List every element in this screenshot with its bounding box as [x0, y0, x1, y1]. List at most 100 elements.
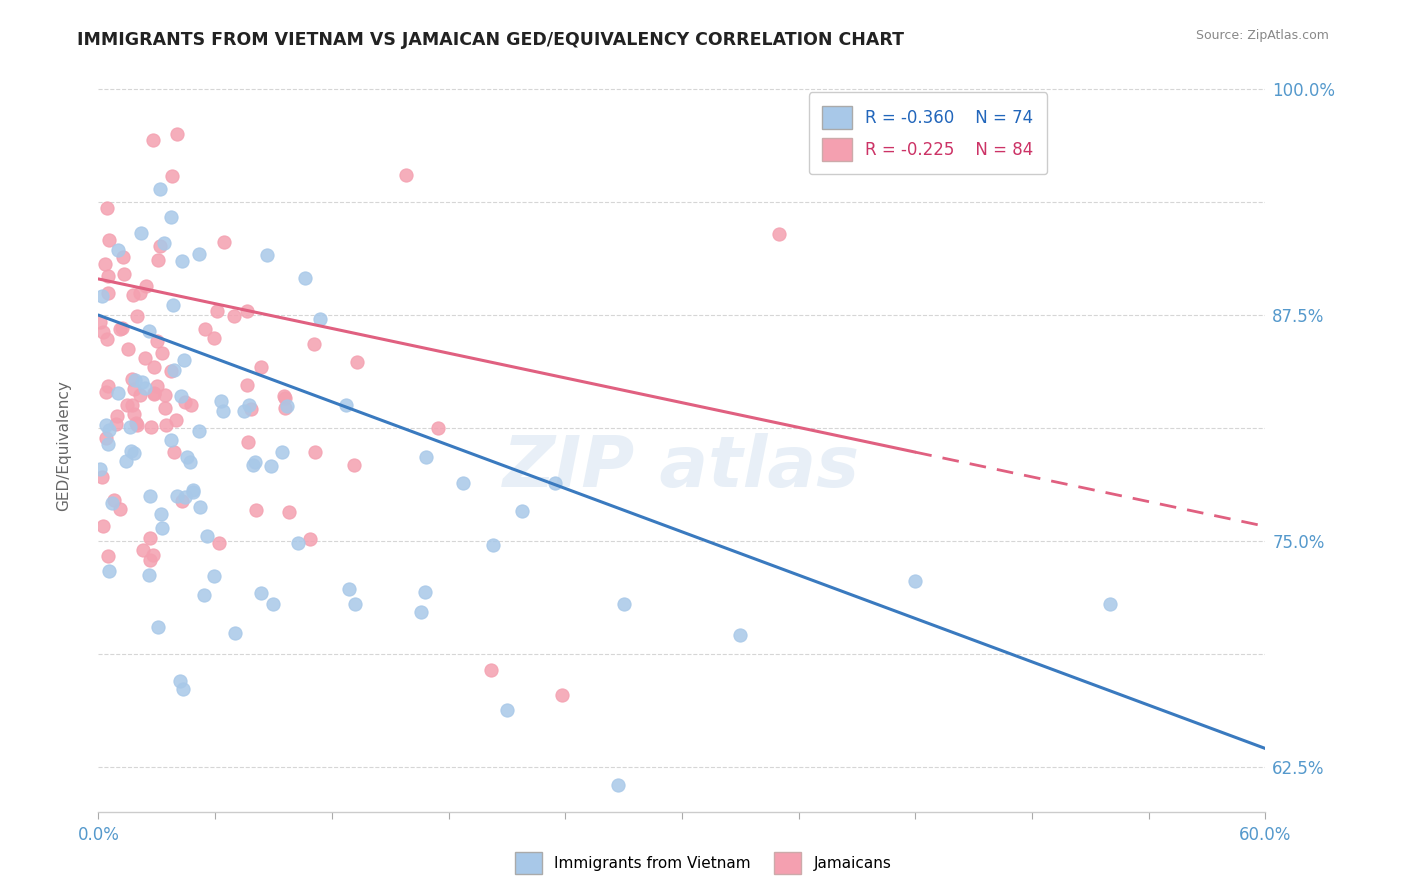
- Point: [132, 543, 155, 558]
- Point: [235, 377, 257, 392]
- Point: [98, 423, 121, 437]
- Point: [298, 533, 321, 547]
- Point: [278, 505, 301, 519]
- Point: [142, 133, 165, 147]
- Point: [904, 574, 927, 588]
- Point: [142, 548, 165, 562]
- Point: [169, 389, 191, 403]
- Point: [166, 489, 188, 503]
- Point: [107, 409, 129, 424]
- Point: [155, 401, 177, 415]
- Text: GED/Equivalency: GED/Equivalency: [56, 381, 70, 511]
- Point: [395, 168, 418, 182]
- Point: [104, 417, 127, 431]
- Point: [243, 455, 266, 469]
- Point: [451, 476, 474, 491]
- Point: [128, 285, 150, 300]
- Point: [150, 521, 173, 535]
- Point: [176, 450, 198, 465]
- Point: [97, 286, 120, 301]
- Point: [94, 417, 117, 432]
- Point: [256, 248, 278, 262]
- Point: [134, 351, 156, 366]
- Point: [188, 247, 211, 261]
- Text: Source: ZipAtlas.com: Source: ZipAtlas.com: [1195, 29, 1329, 42]
- Point: [103, 492, 125, 507]
- Point: [94, 431, 117, 445]
- Point: [482, 538, 505, 552]
- Point: [97, 378, 120, 392]
- Point: [145, 334, 167, 349]
- Legend: R = -0.360    N = 74, R = -0.225    N = 84: R = -0.360 N = 74, R = -0.225 N = 84: [808, 92, 1047, 175]
- Point: [202, 568, 225, 582]
- Point: [273, 389, 295, 403]
- Point: [188, 425, 211, 439]
- Point: [181, 485, 204, 500]
- Point: [337, 582, 360, 596]
- Point: [212, 235, 235, 250]
- Point: [121, 371, 143, 385]
- Point: [96, 202, 118, 216]
- Point: [409, 605, 432, 619]
- Point: [107, 243, 129, 257]
- Point: [271, 445, 294, 459]
- Text: IMMIGRANTS FROM VIETNAM VS JAMAICAN GED/EQUIVALENCY CORRELATION CHART: IMMIGRANTS FROM VIETNAM VS JAMAICAN GED/…: [77, 31, 904, 49]
- Point: [222, 310, 245, 324]
- Point: [107, 385, 129, 400]
- Point: [94, 257, 117, 271]
- Point: [139, 553, 162, 567]
- Point: [173, 395, 195, 409]
- Point: [91, 518, 114, 533]
- Point: [100, 496, 122, 510]
- Point: [426, 421, 449, 435]
- Point: [1098, 597, 1121, 611]
- Point: [262, 598, 284, 612]
- Point: [242, 458, 264, 472]
- Point: [89, 462, 111, 476]
- Point: [194, 322, 217, 336]
- Point: [166, 128, 188, 142]
- Point: [346, 354, 368, 368]
- Point: [413, 585, 436, 599]
- Point: [304, 336, 326, 351]
- Point: [245, 503, 267, 517]
- Point: [415, 450, 437, 464]
- Point: [238, 434, 260, 449]
- Point: [188, 500, 211, 514]
- Point: [162, 169, 184, 183]
- Point: [122, 446, 145, 460]
- Point: [138, 324, 160, 338]
- Point: [121, 398, 143, 412]
- Point: [125, 417, 148, 431]
- Point: [145, 379, 167, 393]
- Text: ZIP atlas: ZIP atlas: [503, 434, 860, 502]
- Point: [134, 381, 156, 395]
- Point: [97, 565, 120, 579]
- Point: [96, 549, 118, 564]
- Point: [124, 382, 146, 396]
- Point: [97, 233, 120, 247]
- Point: [174, 490, 197, 504]
- Point: [118, 420, 141, 434]
- Point: [344, 597, 367, 611]
- Point: [209, 393, 232, 408]
- Point: [607, 778, 630, 792]
- Point: [150, 507, 173, 521]
- Point: [153, 387, 176, 401]
- Point: [205, 303, 228, 318]
- Point: [125, 310, 148, 324]
- Point: [160, 364, 183, 378]
- Point: [172, 253, 194, 268]
- Point: [149, 181, 172, 195]
- Point: [343, 458, 366, 472]
- Point: [148, 253, 170, 268]
- Point: [89, 314, 111, 328]
- Point: [193, 588, 215, 602]
- Point: [224, 626, 246, 640]
- Point: [112, 267, 135, 281]
- Point: [495, 703, 517, 717]
- Point: [139, 420, 162, 434]
- Point: [162, 298, 184, 312]
- Point: [240, 401, 263, 416]
- Point: [108, 322, 131, 336]
